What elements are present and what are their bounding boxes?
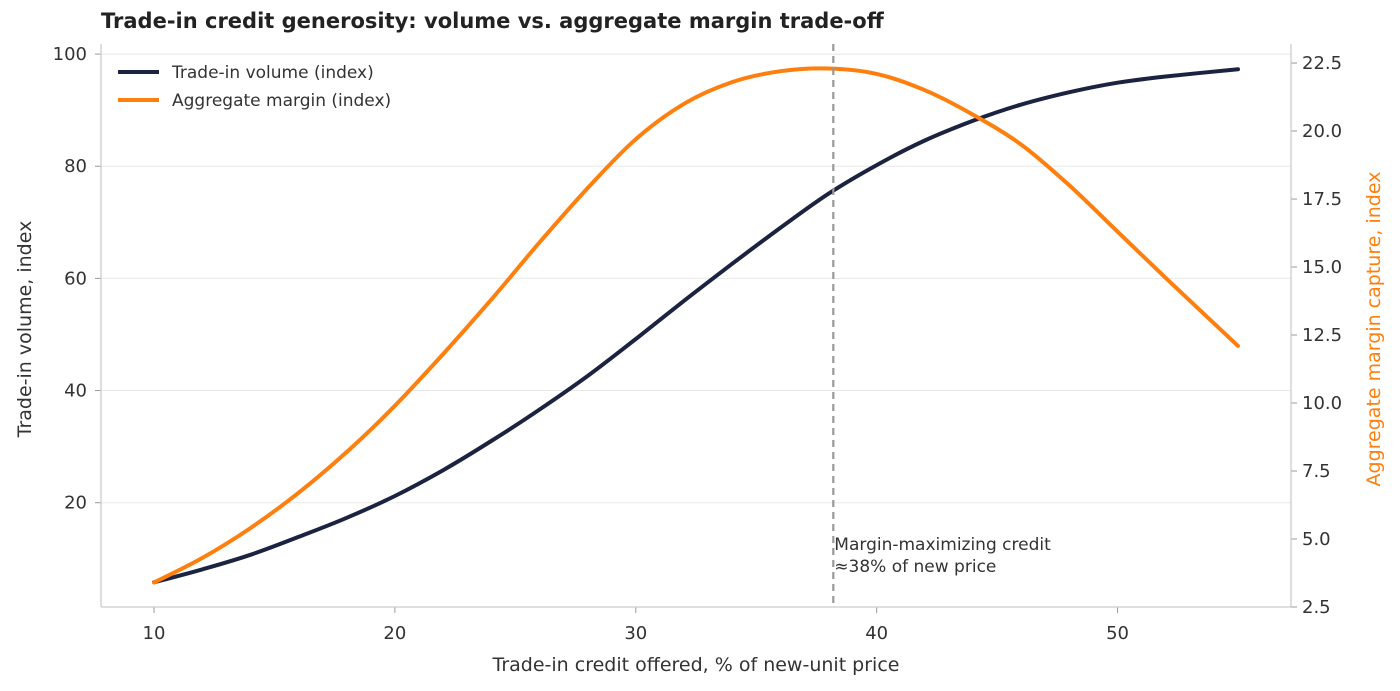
y-tick-label: 60 [64,268,87,289]
x-axis-label: Trade-in credit offered, % of new-unit p… [492,654,900,676]
y-tick-label: 80 [64,156,87,177]
annotation-text-line: ≈38% of new price [834,557,996,577]
y-axis-label: Trade-in volume, index [14,221,36,439]
series-layer [152,66,1240,585]
annotations: Margin-maximizing credit≈38% of new pric… [832,44,1051,607]
grid-lines [101,53,1291,504]
x-tick-label: 40 [865,623,888,644]
y2-tick-label: 12.5 [1302,325,1342,346]
y2-tick-label: 7.5 [1302,461,1331,482]
axes: 20 40 60 80 100 2.5 5.0 7.5 10.0 12.5 15.0 17.5 20.0… [53,44,1342,644]
x-tick-label: 50 [1106,623,1129,644]
y-tick-label: 20 [64,493,87,514]
y2-tick-label: 17.5 [1302,189,1342,210]
y-tick-label: 40 [64,381,87,402]
x-tick-label: 20 [383,623,406,644]
x-tick-label: 30 [624,623,647,644]
chart-title: Trade-in credit generosity: volume vs. a… [101,9,884,33]
legend-label: Trade-in volume (index) [171,63,374,83]
volume-series-line [152,67,1240,585]
y2-tick-label: 5.0 [1302,529,1331,550]
legend-label: Aggregate margin (index) [172,91,391,111]
x-tick-label: 10 [143,623,166,644]
y2-tick-label: 20.0 [1302,121,1342,142]
legend: Trade-in volume (index) Aggregate margin … [118,63,391,111]
y-tick-label: 100 [53,44,87,65]
y2-tick-label: 10.0 [1302,393,1342,414]
margin-series-line [152,66,1240,585]
y2-tick-label: 2.5 [1302,597,1331,618]
y2-tick-label: 15.0 [1302,257,1342,278]
y2-axis-label: Aggregate margin capture, index [1363,172,1385,487]
y2-tick-label: 22.5 [1302,53,1342,74]
annotation-text-line: Margin-maximizing credit [834,535,1051,555]
